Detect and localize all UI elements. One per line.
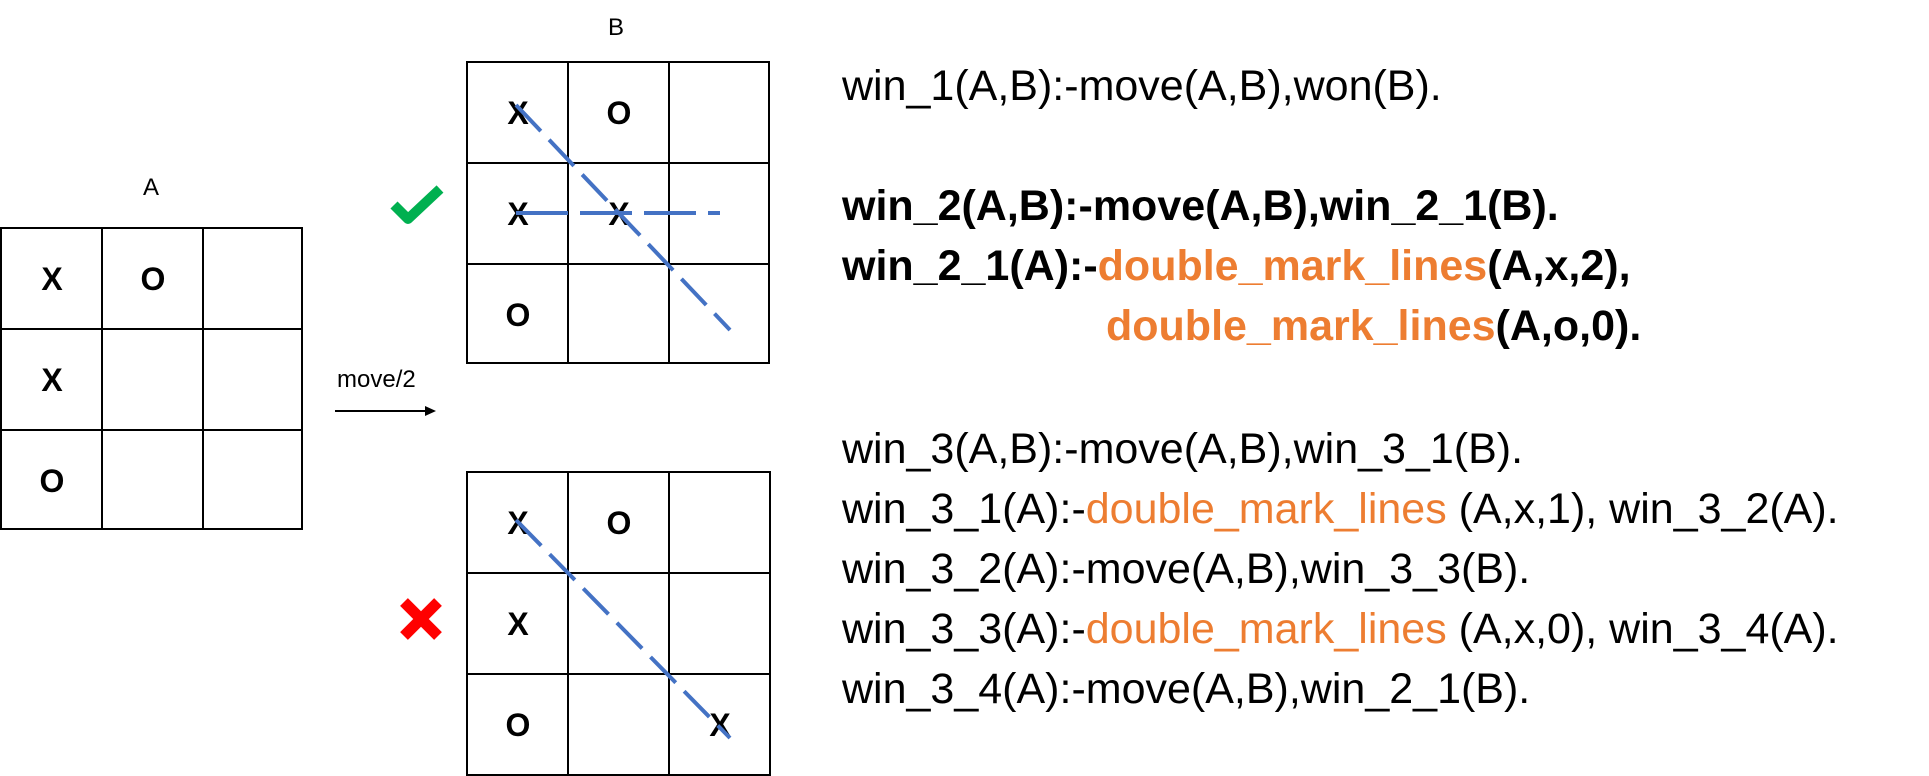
- move-arrow-icon: [335, 406, 436, 416]
- rule-text: (A,x,0), win_3_4(A).: [1446, 605, 1839, 653]
- rule-win3-line-4: win_3_4(A):-move(A,B),win_2_1(B).: [842, 665, 1530, 714]
- board-b-label: B: [608, 14, 625, 41]
- board-a-cell-0: X: [41, 260, 63, 297]
- rule-win1-line-0: win_1(A,B):-move(A,B),won(B).: [842, 62, 1442, 111]
- rule-predicate-highlight: double_mark_lines: [1097, 242, 1488, 290]
- board-a-cell-6: O: [39, 462, 65, 499]
- board-c-cell-5: [670, 574, 770, 674]
- grid-line: [101, 229, 103, 528]
- board-b: X O X X O: [466, 61, 770, 364]
- board-c: X O X O X: [466, 471, 771, 776]
- board-c-cell-8: X: [709, 706, 731, 743]
- board-a-cell-2: [204, 229, 304, 329]
- board-b-cell-6: O: [505, 296, 531, 333]
- board-a-cell-5: [204, 330, 304, 430]
- board-a-cell-3: X: [41, 361, 63, 398]
- board-b-cell-4: X: [608, 195, 630, 232]
- board-b-cell-7: [569, 265, 669, 365]
- rule-text: win_3(A,B):-move(A,B),win_3_1(B).: [842, 425, 1524, 473]
- rule-win2-line-0: win_2(A,B):-move(A,B),win_2_1(B).: [842, 182, 1559, 231]
- board-c-cell-7: [569, 675, 669, 775]
- rule-win3-line-3: win_3_3(A):-double_mark_lines (A,x,0), w…: [842, 605, 1839, 654]
- board-a-cell-7: [103, 431, 203, 531]
- cross-icon: [400, 598, 442, 640]
- board-a-cell-8: [204, 431, 304, 531]
- board-a-cell-1: O: [140, 260, 166, 297]
- rule-text: win_3_4(A):-move(A,B),win_2_1(B).: [842, 665, 1531, 713]
- board-c-cell-3: X: [507, 605, 529, 642]
- rule-text: win_2(A,B):-move(A,B),win_2_1(B).: [842, 182, 1559, 230]
- board-a: X O X O: [0, 227, 303, 530]
- grid-line: [2, 429, 301, 431]
- board-a-cell-4: [103, 330, 203, 430]
- rule-text: win_1(A,B):-move(A,B),won(B).: [842, 62, 1442, 110]
- rule-text: (A,o,0).: [1495, 302, 1642, 350]
- rule-text: win_2_1(A):-: [842, 242, 1098, 290]
- board-b-cell-5: [670, 164, 770, 264]
- board-b-cell-2: [670, 63, 770, 163]
- rule-text: (A,x,2),: [1487, 242, 1631, 290]
- board-b-cell-0: X: [507, 94, 529, 131]
- board-c-cell-4: [569, 574, 669, 674]
- board-c-cell-1: O: [606, 504, 632, 541]
- rule-win3-line-0: win_3(A,B):-move(A,B),win_3_1(B).: [842, 425, 1523, 474]
- rule-predicate-highlight: double_mark_lines: [1085, 485, 1447, 533]
- move-label: move/2: [337, 366, 416, 393]
- rule-predicate-highlight: double_mark_lines: [1106, 302, 1496, 350]
- rule-text: (A,x,1), win_3_2(A).: [1446, 485, 1839, 533]
- board-c-cell-2: [670, 473, 770, 573]
- board-c-cell-0: X: [507, 504, 529, 541]
- rule-text: win_3_3(A):-: [842, 605, 1086, 653]
- board-c-cell-6: O: [505, 706, 531, 743]
- board-a-label: A: [143, 174, 160, 201]
- board-b-cell-8: [670, 265, 770, 365]
- rule-win3-line-2: win_3_2(A):-move(A,B),win_3_3(B).: [842, 545, 1530, 594]
- rule-text: win_3_1(A):-: [842, 485, 1086, 533]
- check-icon: [390, 185, 444, 224]
- grid-line: [202, 229, 204, 528]
- board-b-cell-1: O: [606, 94, 632, 131]
- rule-win2-line-1: win_2_1(A):-double_mark_lines(A,x,2),: [842, 242, 1631, 291]
- rule-predicate-highlight: double_mark_lines: [1085, 605, 1447, 653]
- rule-win2-line-2: double_mark_lines(A,o,0).: [1106, 302, 1641, 351]
- grid-line: [2, 328, 301, 330]
- rule-win3-line-1: win_3_1(A):-double_mark_lines (A,x,1), w…: [842, 485, 1839, 534]
- board-b-cell-3: X: [507, 195, 529, 232]
- rule-text: win_3_2(A):-move(A,B),win_3_3(B).: [842, 545, 1531, 593]
